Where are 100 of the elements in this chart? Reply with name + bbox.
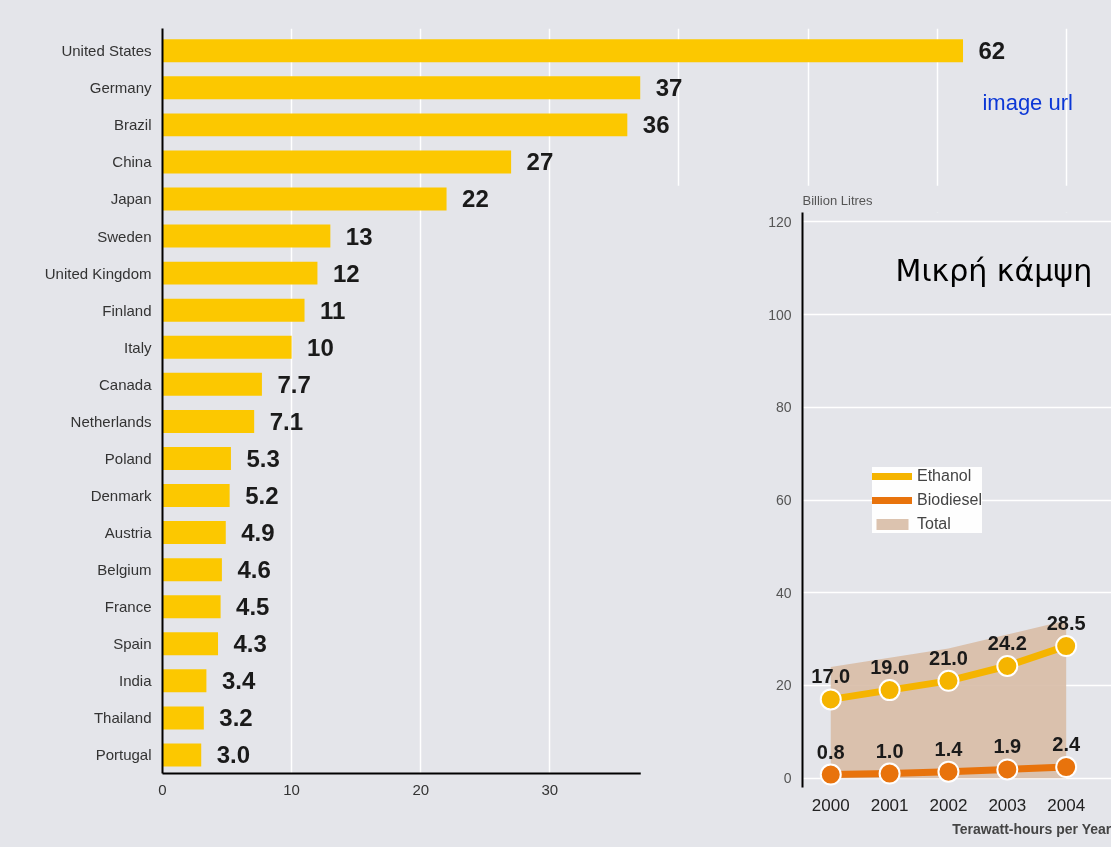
y-tick-label: 60: [775, 492, 792, 508]
bar: [162, 595, 221, 619]
y-tick-label: Poland: [104, 449, 152, 467]
bar: [162, 521, 226, 545]
y-tick-label: 80: [775, 399, 792, 416]
data-label: 7.1: [269, 407, 304, 435]
legend-label: Biodiesel: [917, 490, 982, 509]
point: [996, 655, 1019, 677]
y-tick-label: Germany: [89, 79, 152, 97]
x-tick-label: 2004: [1047, 795, 1086, 815]
bar: [162, 632, 219, 656]
y-axis-title: Billion Litres: [802, 192, 874, 208]
y-tick-label: Spain: [113, 635, 152, 653]
legend-label: Total: [917, 514, 951, 533]
bar: [162, 39, 964, 63]
data-label: 11: [320, 296, 346, 324]
point: [937, 669, 960, 692]
data-label: 62: [978, 37, 1006, 65]
bar: [162, 669, 207, 693]
x-tick-label: 2002: [929, 795, 968, 815]
x-tick-label: 2001: [870, 795, 909, 815]
data-label: 13: [345, 222, 373, 250]
x-tick-label: 0: [158, 780, 167, 798]
bar: [162, 743, 202, 767]
data-label: 3.0: [216, 741, 251, 769]
y-tick-label: India: [118, 672, 153, 690]
data-label: 12: [332, 259, 360, 287]
data-label: 10: [307, 333, 334, 361]
y-tick-label: United States: [61, 42, 152, 60]
data-label: 4.3: [233, 630, 267, 658]
point: [878, 762, 901, 785]
data-label: 27: [526, 148, 554, 176]
bar: [162, 372, 262, 396]
bar: [162, 113, 628, 137]
data-label: 36: [642, 111, 670, 139]
data-label: 19.0: [870, 656, 910, 679]
point: [996, 758, 1019, 781]
y-tick-label: Italy: [123, 338, 152, 356]
x-tick-label: 2003: [988, 795, 1027, 815]
point: [878, 679, 901, 702]
x-tick-label: 10: [283, 780, 300, 798]
y-tick-label: Canada: [98, 375, 153, 393]
y-tick-label: Netherlands: [70, 412, 152, 430]
annotation: image url: [982, 90, 1073, 116]
y-tick-label: Portugal: [95, 746, 152, 764]
data-label: 17.0: [811, 665, 851, 688]
y-tick-label: Sweden: [97, 227, 152, 245]
y-tick-label: France: [104, 598, 152, 616]
bar: [162, 298, 305, 322]
data-label: 1.9: [993, 735, 1022, 758]
data-label: 22: [462, 185, 489, 213]
data-label: 1.4: [934, 737, 964, 760]
data-label: 7.7: [277, 370, 311, 398]
y-tick-label: Finland: [102, 301, 152, 319]
y-tick-label: Denmark: [90, 487, 152, 505]
data-label: 3.2: [219, 704, 253, 732]
bar: [162, 484, 230, 507]
data-label: 1.0: [875, 739, 904, 762]
point: [937, 760, 960, 783]
text: Terawatt-hours per Year: [952, 820, 1111, 837]
annotation: Μικρή κάμψη: [895, 252, 1093, 288]
data-label: 2.4: [1052, 733, 1081, 756]
point: [819, 688, 842, 711]
data-label: 5.2: [245, 482, 279, 510]
y-tick-label: 40: [775, 584, 792, 601]
x-tick-label: 2000: [811, 795, 850, 815]
data-label: 24.2: [987, 632, 1027, 655]
bar: [162, 558, 222, 582]
y-tick-label: Japan: [110, 190, 152, 208]
point: [1055, 635, 1078, 658]
bar: [162, 187, 447, 211]
y-tick-label: Austria: [104, 524, 153, 542]
y-tick-label: Belgium: [97, 561, 152, 579]
data-label: 4.9: [241, 519, 275, 547]
point: [819, 763, 842, 786]
data-label: 5.3: [246, 444, 280, 472]
bar: [162, 150, 512, 174]
y-tick-label: China: [112, 153, 153, 171]
data-label: 4.6: [237, 556, 271, 584]
y-tick-label: Thailand: [93, 709, 152, 727]
bar: [162, 261, 318, 285]
x-tick-label: 30: [541, 780, 559, 798]
data-label: 21.0: [929, 646, 968, 669]
bar: [162, 76, 641, 100]
y-tick-label: 100: [768, 306, 792, 323]
data-label: 4.5: [236, 593, 270, 621]
data-label: 0.8: [816, 740, 845, 763]
data-label: 37: [655, 74, 683, 102]
y-tick-label: 20: [775, 677, 792, 694]
bar: [162, 409, 255, 433]
x-tick-label: 20: [412, 780, 430, 798]
bar: [162, 446, 231, 470]
y-tick-label: United Kingdom: [44, 264, 152, 282]
y-tick-label: 120: [768, 213, 792, 230]
data-label: 3.4: [221, 667, 256, 695]
bar: [162, 335, 292, 359]
point: [1055, 756, 1078, 779]
bar: [162, 706, 204, 730]
bar: [162, 224, 331, 248]
y-tick-label: Brazil: [113, 116, 152, 134]
